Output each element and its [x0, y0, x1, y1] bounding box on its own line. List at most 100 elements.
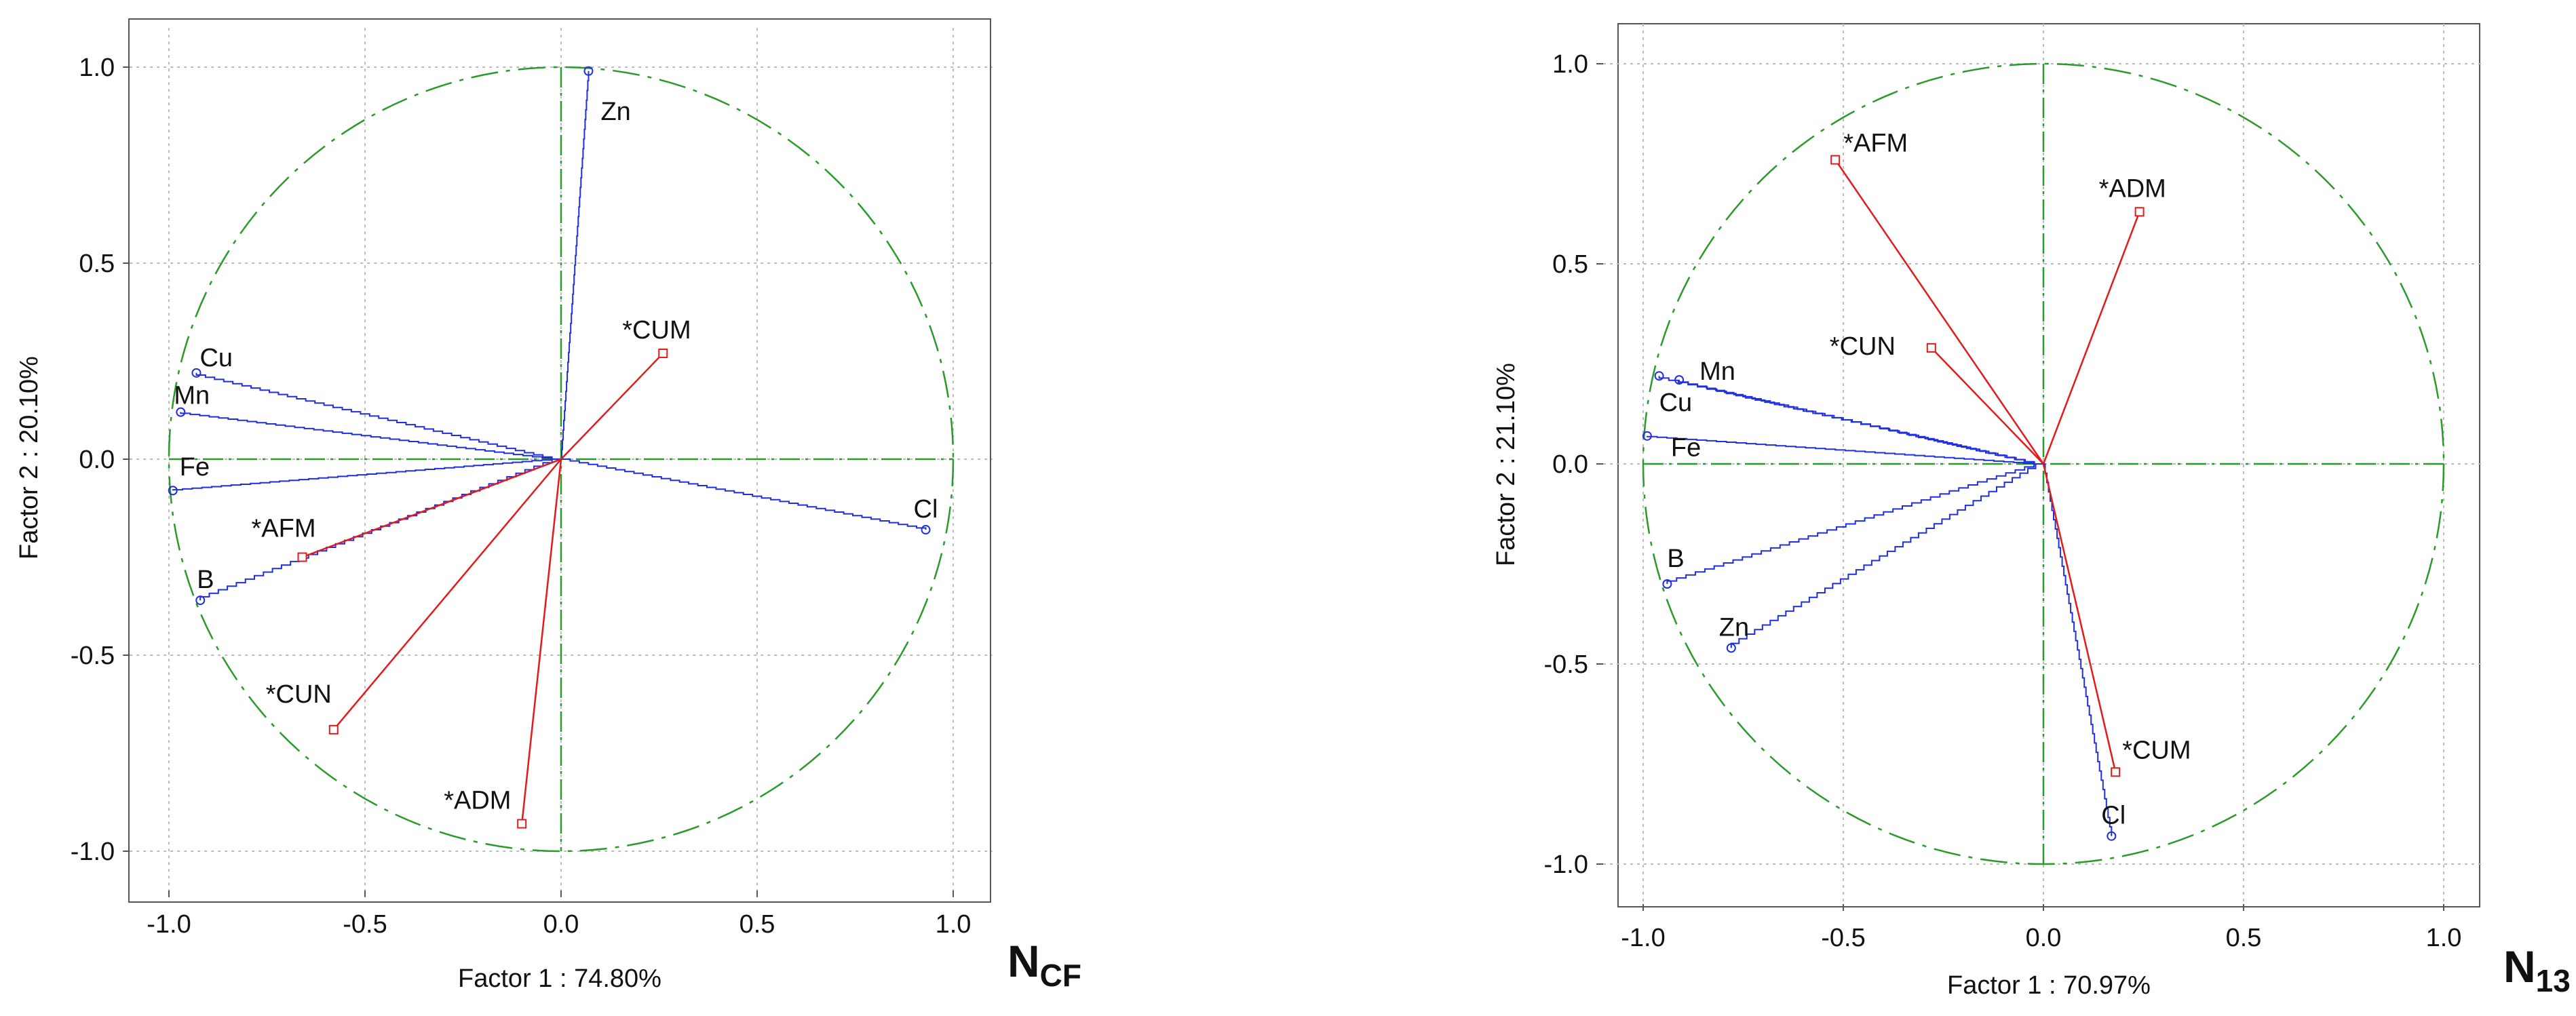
vectors: Zn Cu Mn Fe B Cl *CUM *AFM *CUN *ADM — [168, 66, 938, 829]
unit-circle-outline — [1642, 62, 2445, 865]
x-tick-label: 1.0 — [2426, 924, 2462, 952]
y-tick-label: 0.0 — [79, 446, 115, 474]
supplementary-vector-cum — [2042, 463, 2117, 773]
supplementary-label-cum: *CUM — [622, 316, 691, 345]
variable-vector-zn — [1730, 463, 2043, 648]
variable-label-fe: Fe — [1671, 434, 1701, 463]
variable-label-cu: Cu — [199, 344, 233, 372]
supplementary-point-adm — [517, 819, 527, 829]
panel-label-sub: CF — [1040, 958, 1081, 993]
y-axis-label: Factor 2 : 20.10% — [15, 356, 43, 560]
variable-vector-cu — [1658, 376, 2043, 465]
variable-label-mn: Mn — [174, 382, 210, 410]
supplementary-label-cun: *CUN — [1830, 332, 1896, 361]
unit-circle — [168, 66, 955, 853]
x-tick-label: -1.0 — [1621, 924, 1665, 952]
supplementary-point-cun — [1926, 343, 1936, 353]
y-tick-label: -0.5 — [71, 642, 115, 670]
variable-vector-cu — [195, 372, 561, 460]
x-tick-label: 0.0 — [543, 910, 579, 939]
supplementary-label-adm: *ADM — [2099, 174, 2166, 203]
panel-label-sub: 13 — [2536, 963, 2571, 998]
variable-point-cl — [2107, 831, 2117, 841]
supplementary-vector-cum — [560, 353, 664, 460]
y-tick-label: -1.0 — [71, 838, 115, 866]
variable-point-zn — [583, 66, 594, 76]
supplementary-vector-cun — [332, 458, 562, 730]
tick-labels: -1.0 -0.5 0.0 0.5 1.0 1.0 0.5 0.0 -0.5 -1.0 — [1544, 50, 2462, 952]
supplementary-vector-adm — [2042, 211, 2140, 465]
variable-vector-fe — [1646, 435, 2043, 465]
plot-frame — [1617, 23, 2480, 907]
variable-point-cl — [921, 525, 931, 535]
supplementary-label-adm: *ADM — [444, 787, 511, 815]
variable-point-b — [195, 595, 206, 606]
y-tick-label: -0.5 — [1544, 650, 1588, 679]
x-tick-label: -0.5 — [1821, 924, 1865, 952]
panel-label-main: N — [1007, 936, 1040, 986]
unit-circle-outline — [168, 66, 955, 853]
x-tick-label: -1.0 — [147, 910, 191, 939]
y-tick-label: 0.5 — [79, 250, 115, 278]
variable-vector-zn — [561, 71, 590, 460]
x-tick-label: 0.5 — [2226, 924, 2262, 952]
variable-label-mn: Mn — [1699, 357, 1735, 386]
supplementary-point-cum — [658, 348, 668, 358]
x-tick-label: 1.0 — [936, 910, 972, 939]
variable-point-cu — [1654, 371, 1664, 381]
variable-label-b: B — [197, 566, 214, 594]
x-axis-label: Factor 1 : 70.97% — [1947, 971, 2151, 1000]
plot-frame — [128, 18, 991, 903]
y-tick-label: 1.0 — [1552, 50, 1588, 79]
supplementary-label-afm: *AFM — [252, 515, 316, 543]
supplementary-label-cun: *CUN — [266, 680, 332, 709]
variable-point-zn — [1726, 643, 1736, 653]
supplementary-point-afm — [1830, 155, 1841, 165]
supplementary-point-cum — [2111, 767, 2121, 777]
y-axis-label: Factor 2 : 21.10% — [1492, 363, 1520, 566]
variable-label-zn: Zn — [1719, 613, 1749, 642]
supplementary-label-afm: *AFM — [1843, 130, 1908, 158]
x-tick-label: 0.5 — [739, 910, 775, 939]
y-tick-label: 0.5 — [1552, 250, 1588, 279]
variable-label-fe: Fe — [180, 453, 210, 482]
variable-point-fe — [168, 486, 178, 496]
supplementary-point-cun — [328, 724, 339, 735]
variable-label-zn: Zn — [600, 98, 630, 126]
supplementary-vector-afm — [1834, 159, 2045, 465]
variable-point-b — [1662, 579, 1672, 589]
supplementary-point-afm — [297, 552, 307, 562]
panel-ncf: -1.0 -0.5 0.0 0.5 1.0 1.0 0.5 0.0 -0.5 -1.0 Zn Cu M… — [15, 18, 1081, 993]
variable-vector-b — [1666, 463, 2043, 584]
variable-vector-fe — [172, 458, 561, 491]
panel-label: NCF — [1007, 936, 1081, 993]
variable-label-cu: Cu — [1659, 389, 1693, 417]
variable-label-cl: Cl — [2101, 802, 2126, 830]
variable-point-fe — [1642, 431, 1652, 441]
x-axis-label: Factor 1 : 74.80% — [458, 964, 661, 993]
supplementary-vector-cun — [1930, 347, 2044, 465]
tick-labels: -1.0 -0.5 0.0 0.5 1.0 1.0 0.5 0.0 -0.5 -1.0 — [71, 54, 972, 939]
x-tick-label: -0.5 — [343, 910, 387, 939]
unit-circle — [1642, 62, 2445, 865]
y-tick-label: -1.0 — [1544, 851, 1588, 879]
supplementary-vector-adm — [520, 458, 562, 824]
variable-label-b: B — [1667, 545, 1684, 573]
supplementary-label-cum: *CUM — [2122, 736, 2191, 764]
variable-point-mn — [176, 407, 186, 417]
x-tick-label: 0.0 — [2026, 924, 2062, 952]
supplementary-vector-afm — [302, 458, 562, 558]
panel-label-main: N — [2503, 941, 2536, 992]
variable-vector-mn — [180, 412, 561, 460]
variable-label-cl: Cl — [914, 495, 938, 524]
y-tick-label: 0.0 — [1552, 450, 1588, 479]
variable-vector-cl — [561, 458, 927, 530]
variable-vector-cl — [2043, 463, 2113, 836]
panel-label: N13 — [2503, 941, 2571, 998]
variable-point-cu — [191, 368, 201, 378]
supplementary-point-adm — [2134, 207, 2145, 217]
